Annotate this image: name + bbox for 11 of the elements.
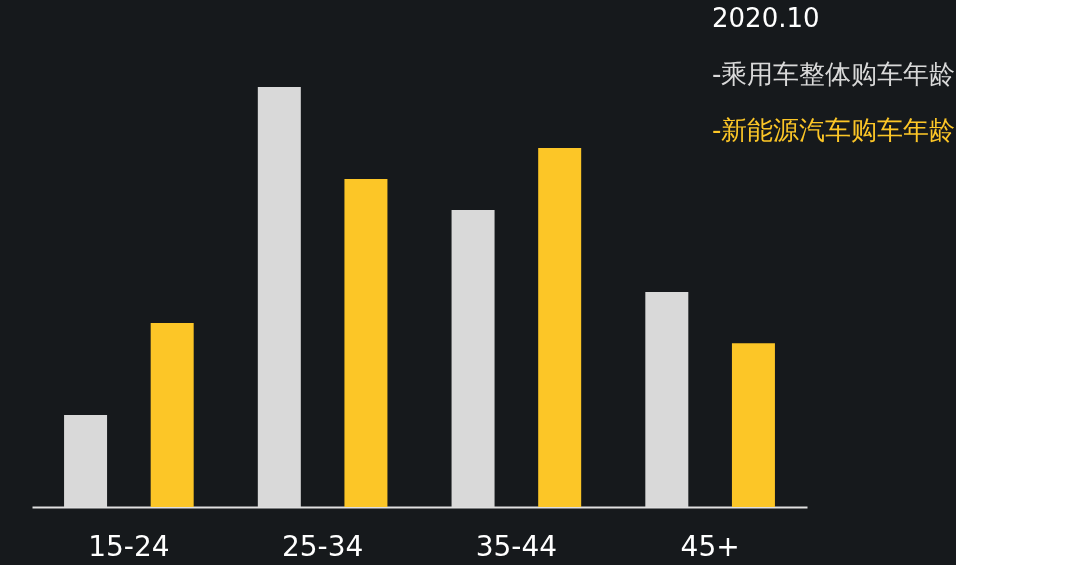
text: -乘用车整体购车年龄 (712, 59, 956, 89)
legend-title: 2020.10 (712, 3, 820, 33)
x-tick-label: 15-24 (88, 529, 170, 563)
x-tick-label: 35-44 (475, 529, 558, 563)
x-tick-label: 25-34 (281, 529, 364, 563)
x-tick-label: 45+ (680, 529, 740, 563)
bar (344, 178, 388, 507)
bar (731, 343, 775, 507)
bar (150, 323, 194, 507)
text: -新能源汽车购车年龄 (712, 115, 956, 145)
bar (538, 147, 582, 507)
